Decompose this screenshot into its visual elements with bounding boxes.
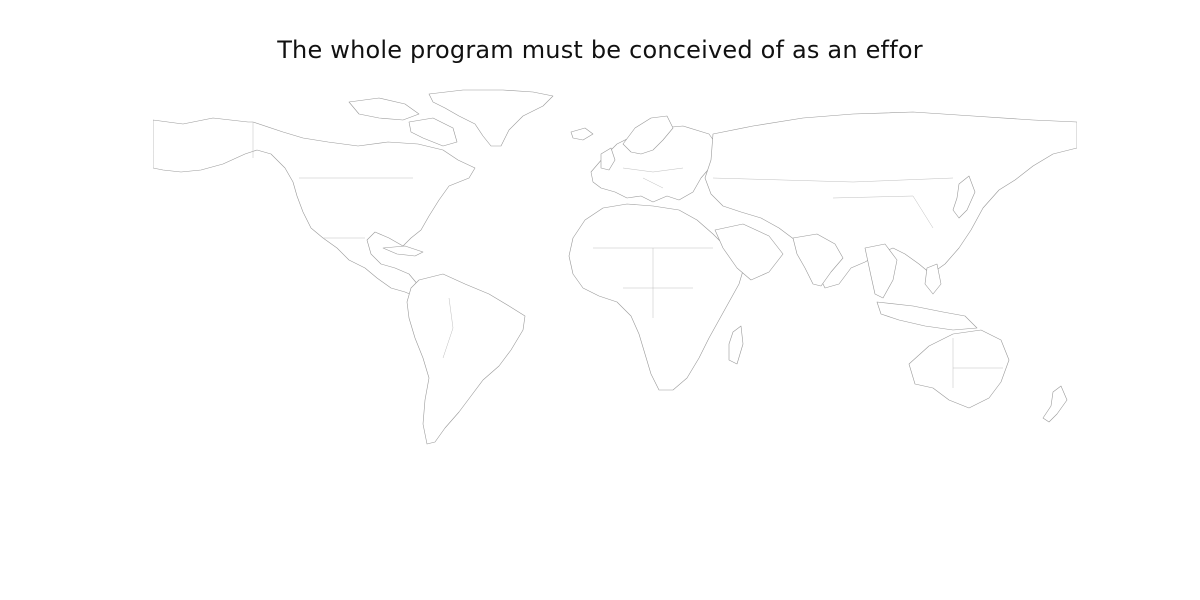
landmass-arabia: [714, 223, 784, 281]
landmass-madagascar: [728, 325, 744, 365]
world-map: [153, 88, 1077, 448]
border-russia: [712, 177, 954, 183]
landmass-baffin: [408, 117, 458, 147]
landmass-greenland: [428, 89, 554, 147]
map-title: The whole program must be conceived of a…: [277, 36, 923, 64]
landmass-africa: [568, 203, 746, 391]
border-brazil: [442, 297, 454, 359]
landmass-caribbean: [382, 245, 424, 257]
landmass-scandinavia: [622, 115, 674, 155]
landmass-india: [792, 233, 844, 287]
border-australia: [952, 338, 1003, 388]
landmass-asia: [704, 111, 1077, 289]
landmass-britain: [600, 147, 616, 171]
landmass-indonesia: [876, 301, 978, 331]
landmass-arctic-islands: [348, 97, 420, 121]
border-china: [832, 195, 934, 229]
landmass-australia: [908, 329, 1010, 409]
landmass-philippines: [924, 263, 942, 295]
landmass-new-zealand: [1042, 385, 1068, 423]
landmass-south-america: [406, 273, 526, 445]
world-map-svg: [153, 89, 1077, 445]
landmass-indochina: [864, 243, 898, 299]
landmass-japan: [952, 175, 976, 219]
border-africa-central: [623, 248, 693, 318]
border-europe: [622, 167, 684, 189]
landmass-iceland: [570, 127, 594, 141]
